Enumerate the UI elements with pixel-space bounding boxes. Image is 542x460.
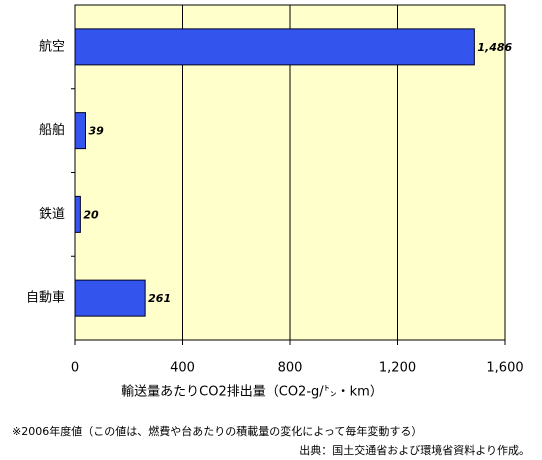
y-tick-label: 自動車	[26, 291, 65, 306]
x-tick-label: 0	[71, 361, 79, 376]
y-tick-label: 鉄道	[39, 207, 65, 222]
y-tick-label: 航空	[39, 38, 65, 54]
x-tick-label: 800	[278, 361, 303, 376]
x-tick-label: 400	[170, 361, 195, 376]
value-label: 261	[148, 292, 171, 305]
bar	[74, 112, 86, 150]
source: 出典：国土交通省および環境省資料より作成。	[299, 443, 530, 457]
value-label: 20	[83, 208, 99, 221]
bar	[74, 28, 475, 66]
value-label: 1,486	[477, 41, 512, 54]
footnote: ※2006年度値（この値は、燃費や台あたりの積載量の変化によって毎年変動する）	[12, 424, 422, 438]
y-tick-label: 船舶	[39, 122, 65, 138]
x-axis-label: 輸送量あたりCO2排出量（CO2-g/㌧・km）	[121, 385, 383, 400]
bar	[74, 279, 146, 317]
x-tick-label: 1,200	[379, 361, 416, 376]
value-label: 39	[88, 125, 104, 138]
x-tick-label: 1,600	[486, 361, 523, 376]
bar	[74, 195, 81, 233]
